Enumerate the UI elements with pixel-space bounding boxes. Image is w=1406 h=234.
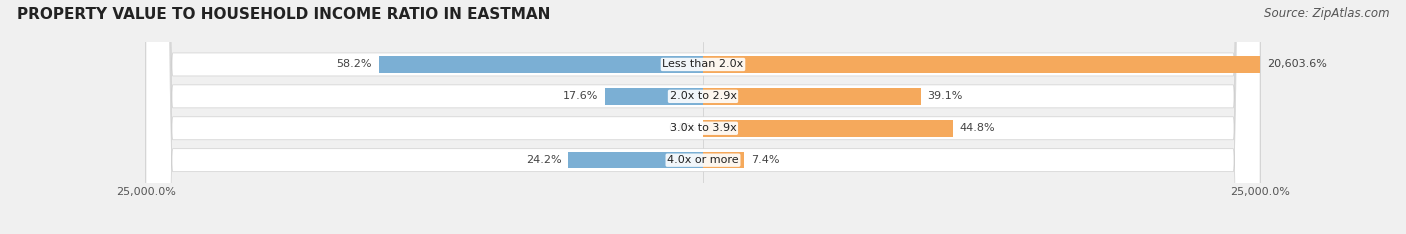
Bar (703, 88, 921, 105)
FancyBboxPatch shape (146, 0, 1260, 234)
Bar (703, 152, 744, 168)
Text: 39.1%: 39.1% (928, 91, 963, 101)
Text: PROPERTY VALUE TO HOUSEHOLD INCOME RATIO IN EASTMAN: PROPERTY VALUE TO HOUSEHOLD INCOME RATIO… (17, 7, 550, 22)
Text: 7.4%: 7.4% (751, 155, 779, 165)
Text: 3.0x to 3.9x: 3.0x to 3.9x (669, 123, 737, 133)
Text: Source: ZipAtlas.com: Source: ZipAtlas.com (1264, 7, 1389, 20)
FancyBboxPatch shape (146, 0, 1260, 234)
Text: 17.6%: 17.6% (562, 91, 599, 101)
Bar (703, 120, 953, 137)
Text: 20,603.6%: 20,603.6% (1267, 59, 1327, 69)
Text: 24.2%: 24.2% (526, 155, 561, 165)
FancyBboxPatch shape (146, 0, 1260, 234)
Text: 2.0x to 2.9x: 2.0x to 2.9x (669, 91, 737, 101)
Text: Less than 2.0x: Less than 2.0x (662, 59, 744, 69)
Text: 4.0x or more: 4.0x or more (668, 155, 738, 165)
Bar (703, 56, 1260, 73)
Text: 0.0%: 0.0% (668, 123, 696, 133)
Bar (568, 152, 703, 168)
FancyBboxPatch shape (146, 0, 1260, 234)
Bar (378, 56, 703, 73)
Text: 58.2%: 58.2% (336, 59, 373, 69)
Text: 44.8%: 44.8% (959, 123, 995, 133)
Bar (605, 88, 703, 105)
